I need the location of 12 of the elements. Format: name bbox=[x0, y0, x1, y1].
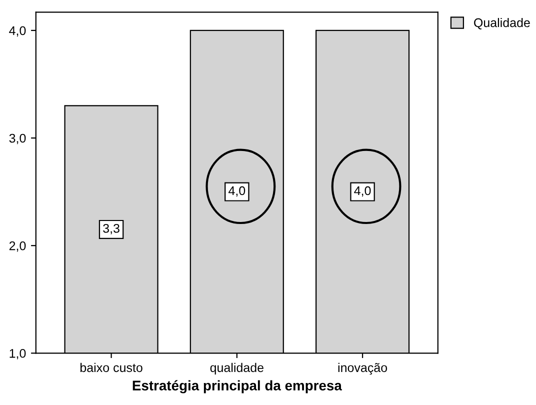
data-label: 4,0 bbox=[228, 186, 246, 197]
y-tick-label: 3,0 bbox=[9, 134, 26, 144]
x-tick-label: qualidade bbox=[210, 362, 264, 375]
y-tick-label: 2,0 bbox=[9, 241, 26, 252]
legend-label: Qualidade bbox=[474, 18, 530, 30]
y-tick-label: 1,0 bbox=[10, 348, 26, 360]
x-axis-title: Estratégia principal da empresa bbox=[132, 380, 342, 394]
x-tick-label: inovação bbox=[338, 362, 388, 375]
data-label: 3,3 bbox=[103, 224, 120, 234]
y-tick-label: 4,0 bbox=[9, 26, 26, 37]
x-tick-label: baixo custo bbox=[80, 362, 142, 372]
data-label: 4,0 bbox=[354, 186, 371, 197]
